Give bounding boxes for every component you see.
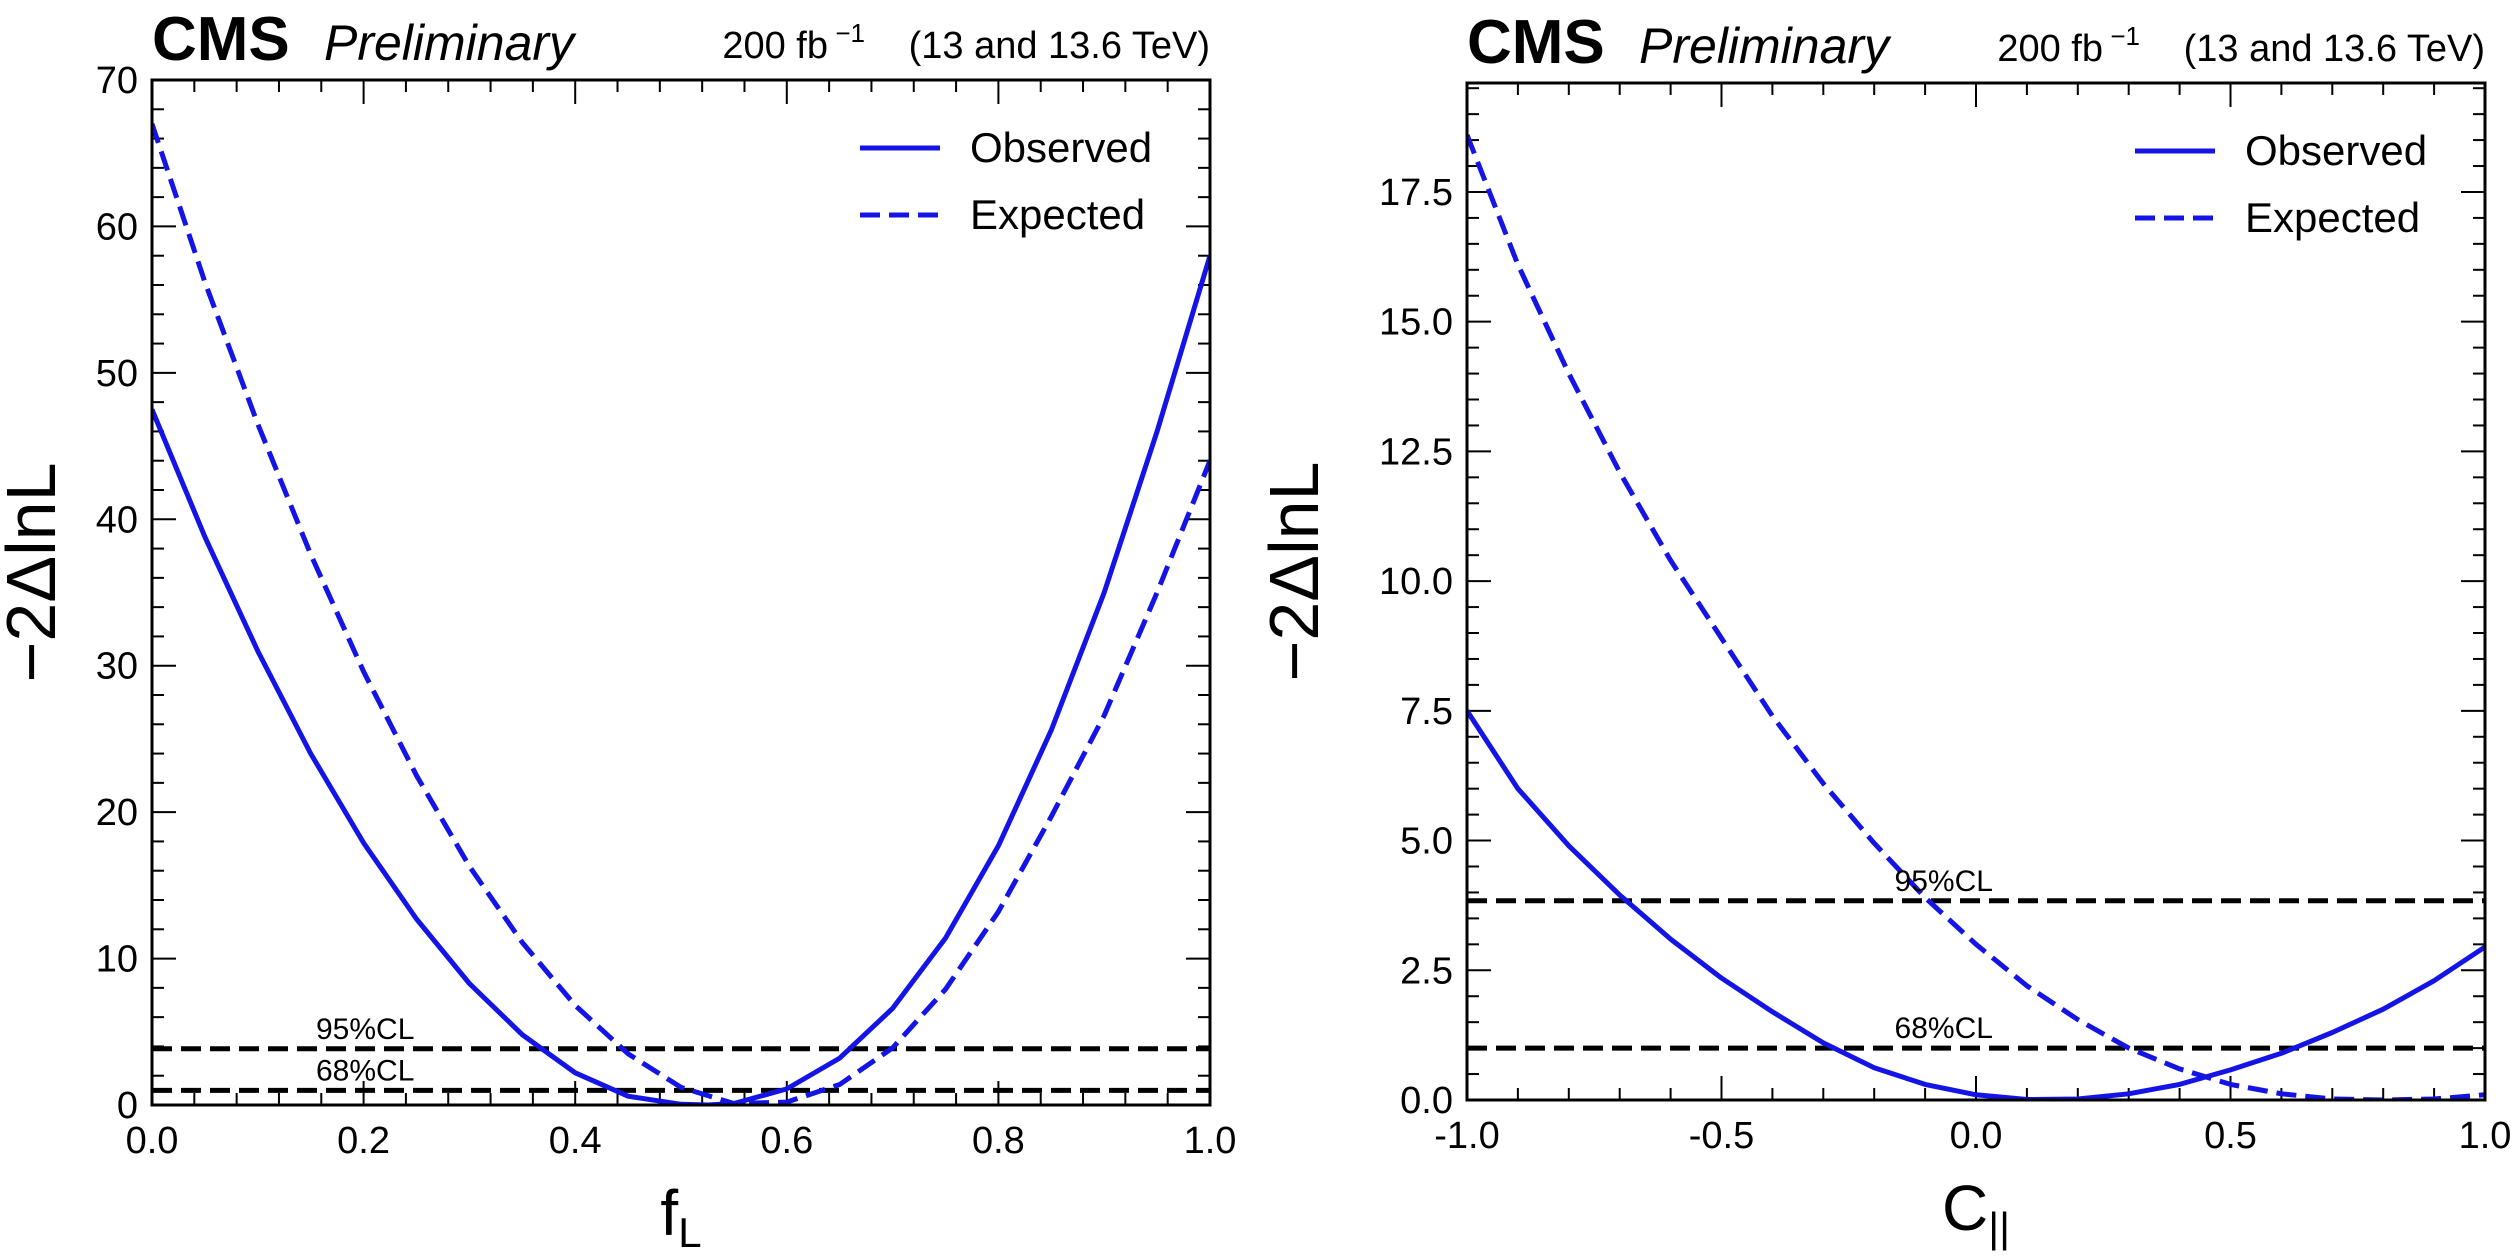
cl-label: 95%CL bbox=[1895, 865, 1993, 898]
y-axis-title: −2ΔlnL bbox=[1255, 462, 1333, 682]
lumi-exponent: −1 bbox=[835, 18, 865, 48]
legend-label-observed: Observed bbox=[2245, 127, 2427, 174]
y-tick-label: 50 bbox=[96, 353, 138, 395]
lumi-exponent: −1 bbox=[2110, 21, 2140, 51]
x-tick-label: 0.0 bbox=[1950, 1115, 2003, 1157]
legend-label-expected: Expected bbox=[970, 191, 1145, 238]
series-line-observed bbox=[1467, 709, 2485, 1100]
y-tick-label: 2.5 bbox=[1400, 950, 1453, 992]
y-tick-label: 5.0 bbox=[1400, 821, 1453, 863]
y-tick-label: 70 bbox=[96, 60, 138, 102]
status-label: Preliminary bbox=[1639, 18, 1892, 74]
y-tick-label: 60 bbox=[96, 206, 138, 248]
cl-label: 68%CL bbox=[316, 1054, 414, 1087]
cl-label: 95%CL bbox=[316, 1013, 414, 1046]
y-axis-title: −2ΔlnL bbox=[0, 463, 70, 683]
status-label: Preliminary bbox=[324, 15, 577, 71]
x-axis-title-subscript: L bbox=[678, 1209, 701, 1256]
x-tick-label: 0.6 bbox=[760, 1120, 813, 1162]
y-tick-label: 0 bbox=[117, 1085, 138, 1127]
x-tick-label: 0.5 bbox=[2204, 1115, 2257, 1157]
experiment-label: CMS bbox=[152, 5, 290, 74]
y-tick-label: 17.5 bbox=[1379, 172, 1453, 214]
x-axis-title-subscript: || bbox=[1988, 1204, 2010, 1251]
y-tick-label: 30 bbox=[96, 646, 138, 688]
x-tick-label: 1.0 bbox=[1184, 1120, 1237, 1162]
x-tick-label: -1.0 bbox=[1434, 1115, 1499, 1157]
lumi-label: 200 fb bbox=[1997, 28, 2103, 70]
y-tick-label: 0.0 bbox=[1400, 1080, 1453, 1122]
plot-frame bbox=[150, 78, 1212, 1107]
y-tick-label: 10 bbox=[96, 939, 138, 981]
series-line-expected bbox=[1467, 133, 2485, 1100]
y-tick-label: 7.5 bbox=[1400, 691, 1453, 733]
chart-panel-fL: 0.0 0.2 0.4 0.6 0.8 1.0 0 10 20 30 40 50 60 70 95%CL 68… bbox=[0, 5, 1236, 1256]
y-tick-label: 12.5 bbox=[1379, 431, 1453, 473]
energy-label: (13 and 13.6 TeV) bbox=[909, 25, 1210, 67]
x-tick-label: 0.4 bbox=[549, 1120, 602, 1162]
x-axis-title: fL bbox=[660, 1177, 701, 1256]
legend-label-expected: Expected bbox=[2245, 194, 2420, 241]
series-line-expected bbox=[152, 123, 1210, 1105]
experiment-label: CMS bbox=[1467, 8, 1605, 77]
lumi-label: 200 fb bbox=[722, 25, 828, 67]
cl-label: 68%CL bbox=[1895, 1012, 1993, 1045]
energy-label: (13 and 13.6 TeV) bbox=[2184, 28, 2485, 70]
y-tick-label: 40 bbox=[96, 499, 138, 541]
x-axis-title-main: f bbox=[660, 1177, 678, 1249]
legend-label-observed: Observed bbox=[970, 124, 1152, 171]
x-tick-label: 1.0 bbox=[2459, 1115, 2512, 1157]
x-axis-title-main: C bbox=[1942, 1172, 1988, 1244]
plot-area bbox=[1467, 133, 2485, 1100]
x-tick-label: -0.5 bbox=[1689, 1115, 1754, 1157]
y-tick-label: 15.0 bbox=[1379, 302, 1453, 344]
y-tick-label: 20 bbox=[96, 792, 138, 834]
y-tick-label: 10.0 bbox=[1379, 561, 1453, 603]
plot-frame bbox=[1465, 81, 2487, 1102]
x-tick-label: 0.0 bbox=[126, 1120, 179, 1162]
x-tick-label: 0.2 bbox=[337, 1120, 390, 1162]
x-tick-label: 0.8 bbox=[972, 1120, 1025, 1162]
chart-panel-cpar: -1.0 -0.5 0.0 0.5 1.0 0.0 2.5 5.0 7.5 10.0 12.5 15.… bbox=[1255, 8, 2511, 1251]
x-axis-title: C|| bbox=[1942, 1172, 2010, 1251]
